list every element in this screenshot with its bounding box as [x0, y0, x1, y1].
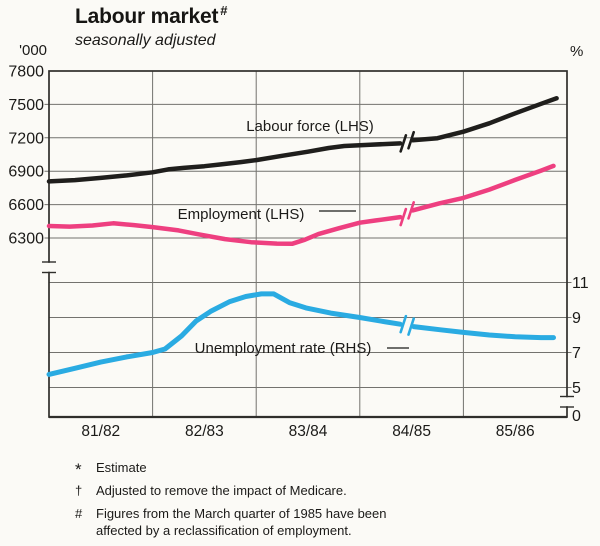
title-footnote-marker: # — [220, 3, 228, 18]
x-axis-label: 84/85 — [392, 423, 431, 440]
x-axis-label: 83/84 — [289, 423, 328, 440]
series-break-tick-unemployment-rate-rhs-1 — [407, 317, 416, 336]
series-line-labour-force-lhs-after-break — [410, 96, 559, 143]
left-axis-break-icon-gap — [46, 262, 52, 272]
chart-subtitle: seasonally adjusted — [75, 32, 216, 49]
x-axis-label: 81/82 — [81, 423, 120, 440]
series-line-unemployment-rate-rhs-after-break — [411, 324, 556, 341]
y-axis-label-right: 5 — [572, 380, 581, 397]
y-axis-label-right: 9 — [572, 310, 581, 327]
series-label-1: Employment (LHS) — [178, 206, 305, 223]
series-line-labour-force-lhs — [46, 141, 403, 184]
y-axis-label-left: 6300 — [8, 231, 44, 248]
footnote-reclassification: # Figures from the March quarter of 1985… — [75, 506, 475, 540]
series-break-tick-labour-force-lhs-1 — [407, 130, 416, 150]
footnotes: * Estimate † Adjusted to remove the impa… — [75, 460, 475, 546]
y-axis-label-left: 6900 — [8, 164, 44, 181]
y-axis-label-left: 6600 — [8, 197, 44, 214]
series-break-tick-employment-lhs-1 — [407, 201, 416, 220]
series-break-tick-employment-lhs-0 — [399, 207, 408, 227]
series-label-2: Unemployment rate (RHS) — [195, 340, 372, 357]
chart-header: Labour market # seasonally adjusted — [75, 3, 228, 50]
footnote-text: Figures from the March quarter of 1985 h… — [96, 505, 387, 538]
y-axis-label-left: 7800 — [8, 64, 44, 81]
series-line-unemployment-rate-rhs — [46, 291, 403, 377]
series-break-tick-labour-force-lhs-0 — [399, 134, 408, 153]
series-label-0: Labour force (LHS) — [246, 118, 374, 135]
right-axis-unit-label: % — [570, 43, 584, 60]
x-axis-label: 85/86 — [496, 423, 535, 440]
footnote-symbol-dagger: † — [75, 482, 83, 498]
chart-title: Labour market — [75, 5, 219, 28]
y-axis-label-right: 0 — [572, 408, 581, 425]
footnote-symbol-star: * — [75, 460, 82, 479]
y-axis-label-right: 7 — [572, 345, 581, 362]
left-axis-unit-label: '000 — [19, 42, 47, 59]
series-break-tick-unemployment-rate-rhs-0 — [399, 314, 408, 334]
footnote-symbol-hash: # — [75, 505, 83, 521]
footnote-text: Adjusted to remove the impact of Medicar… — [96, 482, 347, 498]
footnote-text: Estimate — [96, 460, 147, 475]
y-axis-label-left: 7500 — [8, 97, 44, 114]
x-axis-label: 82/83 — [185, 423, 224, 440]
y-axis-label-left: 7200 — [8, 130, 44, 147]
series-line-employment-lhs-after-break — [410, 163, 556, 213]
series-line-employment-lhs — [46, 214, 403, 246]
footnote-medicare: † Adjusted to remove the impact of Medic… — [75, 483, 475, 500]
y-axis-label-right: 11 — [572, 275, 589, 292]
footnote-estimate: * Estimate — [75, 460, 475, 479]
right-axis-break-icon-gap — [564, 397, 570, 407]
